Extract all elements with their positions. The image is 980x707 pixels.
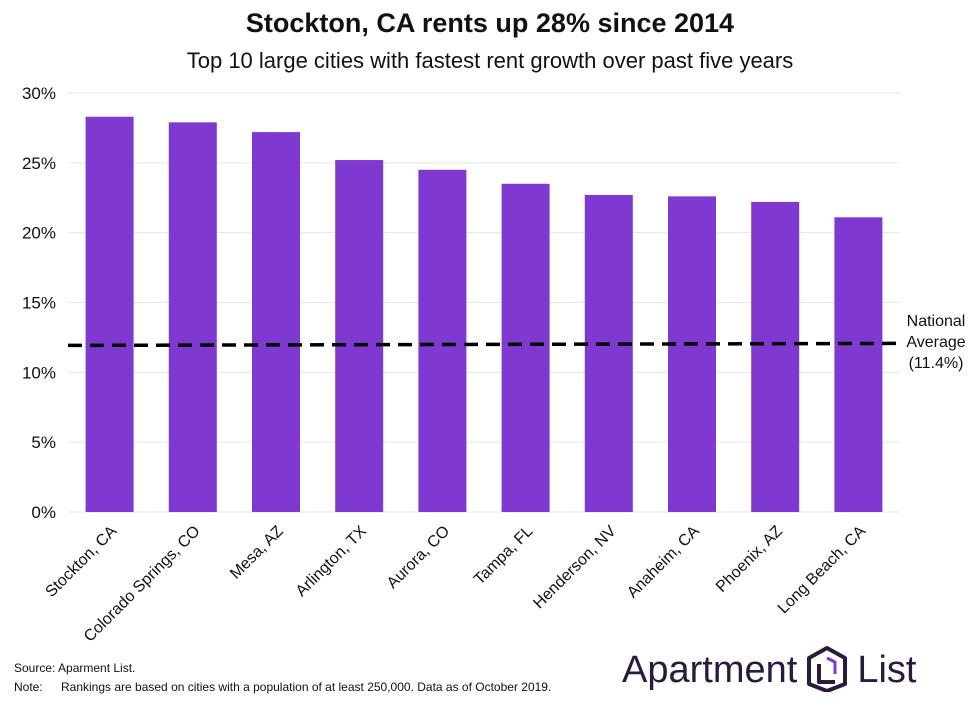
chart-subtitle: Top 10 large cities with fastest rent gr… (186, 48, 794, 73)
x-tick-label: Arlington, TX (293, 523, 370, 600)
bar (418, 169, 467, 513)
x-tick-label: Tampa, FL (471, 523, 537, 589)
bar (751, 201, 800, 512)
x-tick-label: Aurora, CO (384, 523, 453, 592)
x-tick-label: Long Beach, CA (775, 523, 870, 618)
footnote-label: Note: (14, 680, 43, 694)
bar (252, 132, 300, 512)
y-tick-label: 5% (31, 433, 56, 452)
bar (168, 122, 217, 512)
y-tick-label: 10% (22, 363, 56, 382)
footnote: Note: Rankings are based on cities with a… (14, 680, 551, 694)
bar (85, 116, 134, 512)
x-tick-label: Stockton, CA (42, 523, 120, 601)
bar-chart: 0%5%10%15%20%25%30%Stockton, CAColorado … (22, 84, 966, 646)
bar (834, 217, 883, 512)
x-tick-label: Mesa, AZ (227, 523, 287, 583)
y-tick-label: 0% (31, 503, 56, 522)
x-tick-label: Phoenix, AZ (713, 523, 786, 596)
source-note: Source: Aparment List. (14, 661, 136, 675)
brand-word-left: Apartment (622, 648, 798, 691)
national-average-line (67, 341, 901, 348)
x-tick-label: Henderson, NV (530, 523, 620, 613)
y-tick-label: 30% (22, 84, 56, 103)
bar (668, 196, 716, 512)
bar (335, 160, 384, 513)
national-average-label: Average (906, 334, 965, 351)
y-tick-label: 25% (22, 154, 56, 173)
national-average-label: National (907, 313, 966, 330)
apartment-list-logo-icon (805, 644, 849, 697)
bar (584, 194, 633, 512)
y-tick-label: 20% (22, 224, 56, 243)
chart-title: Stockton, CA rents up 28% since 2014 (245, 8, 735, 38)
brand-logo: Apartment List (622, 640, 916, 700)
brand-word-right: List (857, 648, 917, 691)
footnote-text: Rankings are based on cities with a popu… (61, 680, 552, 694)
y-tick-label: 15% (22, 294, 56, 313)
x-tick-label: Anaheim, CA (624, 523, 703, 602)
bar (501, 183, 550, 513)
national-average-label: (11.4%) (909, 355, 964, 372)
